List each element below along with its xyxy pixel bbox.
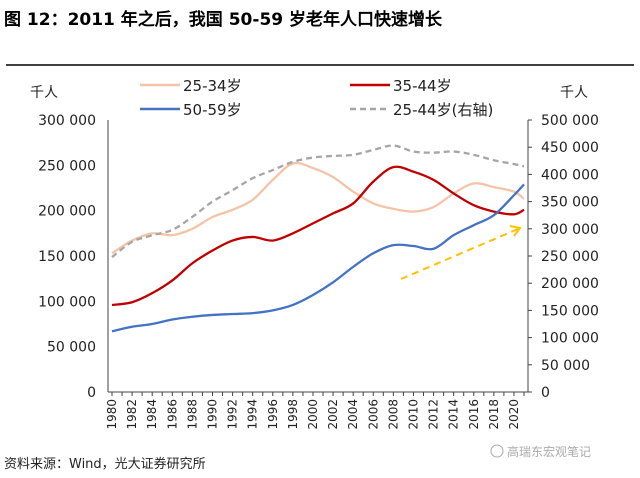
trend-arrow-head [509,225,522,237]
legend-label-1: 35-44岁 [393,77,452,95]
left-tick-label: 250 000 [38,158,96,174]
right-tick-label: 500 000 [541,113,599,129]
series-line-1 [111,165,525,307]
x-tick-label: 2016 [467,399,481,430]
legend-label-2: 50-59岁 [183,101,242,119]
x-tick-label: 1980 [105,399,119,430]
left-tick-label: 0 [87,385,96,401]
x-tick-label: 2012 [427,399,441,430]
right-tick-label: 300 000 [541,222,599,238]
x-tick-label: 2020 [507,399,521,430]
left-tick-label: 50 000 [47,340,96,356]
legend-label-3: 25-44岁(右轴) [393,101,493,119]
x-tick-label: 1992 [226,399,240,430]
right-tick-label: 450 000 [541,140,599,156]
x-tick-label: 1994 [246,399,260,430]
series-line-3 [111,144,525,259]
x-tick-label: 1990 [205,399,219,430]
source-note: 资料来源：Wind，光大证券研究所 [4,456,206,472]
x-tick-label: 2018 [487,399,501,430]
right-tick-label: 400 000 [541,167,599,183]
watermark: 高瑞东宏观笔记 [490,444,591,459]
left-tick-label: 100 000 [38,294,96,310]
x-tick-label: 2014 [447,399,461,430]
right-tick-label: 200 000 [541,276,599,292]
x-tick-label: 1988 [185,399,199,430]
x-tick-label: 2006 [366,399,380,430]
series-line-2 [111,183,525,333]
right-tick-label: 50 000 [541,358,590,374]
left-tick-label: 300 000 [38,113,96,129]
x-tick-label: 2008 [386,399,400,430]
figure-title: 图 12：2011 年之后，我国 50-59 岁老年人口快速增长 [4,9,443,30]
right-tick-label: 150 000 [541,303,599,319]
x-tick-label: 2000 [306,399,320,430]
series-line-0 [111,161,525,255]
left-axis-unit: 千人 [30,85,58,101]
trend-arrow [400,228,519,280]
right-tick-label: 350 000 [541,195,599,211]
x-tick-label: 1996 [266,399,280,430]
wechat-icon [490,444,504,458]
x-tick-label: 1986 [165,399,179,430]
right-tick-label: 0 [541,385,550,401]
x-tick-label: 1998 [286,399,300,430]
left-tick-label: 150 000 [38,249,96,265]
legend-label-0: 25-34岁 [183,77,242,95]
x-tick-label: 2002 [326,399,340,430]
right-axis-unit: 千人 [560,85,588,101]
right-tick-label: 250 000 [541,249,599,265]
x-tick-label: 1982 [125,399,139,430]
watermark-text: 高瑞东宏观笔记 [507,444,591,459]
left-tick-label: 200 000 [38,204,96,220]
x-tick-label: 1984 [145,399,159,430]
x-tick-label: 2004 [346,399,360,430]
x-tick-label: 2010 [406,399,420,430]
right-tick-label: 100 000 [541,331,599,347]
